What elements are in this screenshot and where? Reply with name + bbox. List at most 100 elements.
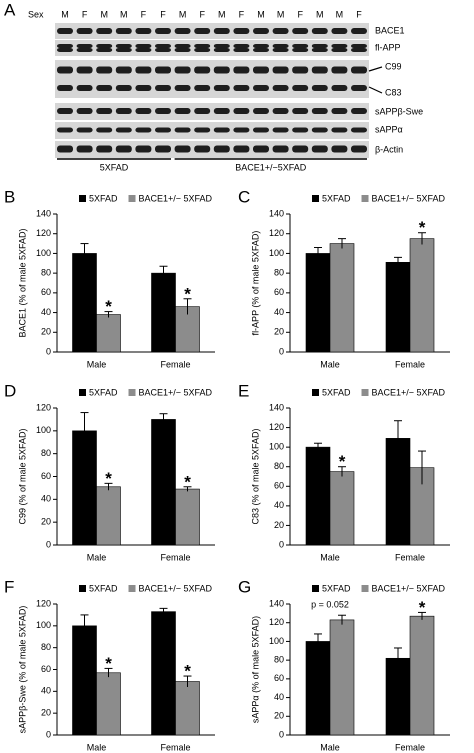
blot-strip (55, 40, 369, 56)
panel-letter: C (238, 187, 250, 206)
lane-label: F (160, 9, 166, 19)
blot-band (272, 48, 289, 52)
blot-band (311, 108, 328, 114)
x-tick-label: Male (320, 742, 340, 752)
y-tick-label: 20 (41, 517, 51, 527)
blot-band (115, 28, 132, 34)
y-tick-label: 80 (41, 642, 51, 652)
blot-band (155, 48, 171, 52)
significance-star: * (105, 654, 112, 673)
y-axis-label: sAPPα (% of male 5XFAD) (250, 616, 260, 723)
blot-band (96, 127, 113, 133)
blot-band (233, 145, 250, 153)
blot-band (174, 85, 191, 91)
y-tick-label: 120 (269, 422, 284, 432)
blot-band (351, 28, 367, 34)
blot-band (57, 108, 73, 114)
x-tick-label: Male (87, 359, 107, 369)
blot-band (233, 44, 250, 48)
blot-band (311, 28, 328, 34)
blot-band (135, 48, 152, 52)
blot-band (76, 108, 93, 114)
blot-band (174, 28, 191, 34)
legend-label: BACE1+/− 5XFAD (372, 387, 446, 397)
blot-band (331, 127, 348, 133)
legend-swatch (79, 389, 86, 396)
blot-band (57, 85, 73, 91)
blot-band (194, 28, 211, 34)
x-tick-label: Female (160, 742, 190, 752)
lane-label: F (199, 9, 205, 19)
legend-label: 5XFAD (89, 583, 118, 593)
blot-band (213, 28, 230, 34)
legend-label: BACE1+/− 5XFAD (139, 387, 213, 397)
blot-band (253, 108, 269, 114)
lane-label: F (297, 9, 303, 19)
blot-band (135, 108, 152, 114)
blot-band (174, 48, 191, 52)
significance-star: * (339, 452, 346, 471)
y-axis-label: sAPPβ-Swe (% of male 5XFAD) (17, 606, 27, 734)
legend-swatch (361, 389, 369, 396)
y-tick-label: 140 (269, 598, 284, 608)
blot-band (233, 66, 250, 74)
blot-band (213, 48, 230, 52)
blot-strip (55, 103, 369, 120)
significance-star: * (105, 469, 112, 488)
band-label: β-Actin (375, 144, 403, 154)
y-tick-label: 40 (41, 307, 51, 317)
bar (72, 625, 97, 736)
y-tick-label: 80 (274, 655, 284, 665)
band-label: fl-APP (375, 42, 401, 52)
y-tick-label: 0 (46, 346, 51, 356)
blot-band (174, 108, 191, 114)
significance-star: * (184, 662, 191, 681)
blot-band (351, 66, 367, 74)
blot-band (233, 127, 250, 133)
legend-swatch (312, 585, 319, 592)
blot-band (96, 48, 113, 52)
band-label: C99 (385, 61, 402, 71)
y-tick-label: 100 (269, 636, 284, 646)
lane-label: M (179, 9, 187, 19)
blot-band (96, 108, 113, 114)
blot-band (233, 85, 250, 91)
legend-swatch (128, 585, 136, 592)
y-axis-label: C99 (% of male 5XFAD) (17, 428, 27, 524)
blot-band (213, 85, 230, 91)
significance-star: * (105, 297, 112, 316)
y-tick-label: 0 (279, 729, 284, 739)
legend-swatch (128, 389, 136, 396)
blot-band (351, 108, 367, 114)
bar (305, 641, 331, 736)
y-axis-label: BACE1 (% of male 5XFAD) (17, 228, 27, 337)
y-tick-label: 100 (269, 442, 284, 452)
blot-band (311, 44, 328, 48)
blot-band (253, 145, 269, 153)
group-label: BACE1+/−5XFAD (235, 162, 307, 172)
blot-band (155, 127, 171, 133)
group-label: 5XFAD (100, 162, 129, 172)
bar (72, 253, 97, 353)
arrow (368, 66, 383, 72)
bar (175, 488, 200, 546)
blot-band (155, 85, 171, 91)
blot-band (253, 66, 269, 74)
bar (151, 611, 176, 736)
blot-band (57, 48, 73, 52)
blot-band (311, 145, 328, 153)
blot-band (194, 48, 211, 52)
legend-swatch (361, 585, 369, 592)
blot-band (213, 145, 230, 153)
blot-band (96, 28, 113, 34)
bar (409, 238, 435, 353)
legend-swatch (312, 389, 319, 396)
bar (385, 438, 411, 546)
y-tick-label: 120 (269, 617, 284, 627)
blot-band (57, 127, 73, 133)
blot-band (135, 28, 152, 34)
lane-label: F (141, 9, 147, 19)
bar (305, 446, 331, 546)
blot-band (292, 85, 309, 91)
